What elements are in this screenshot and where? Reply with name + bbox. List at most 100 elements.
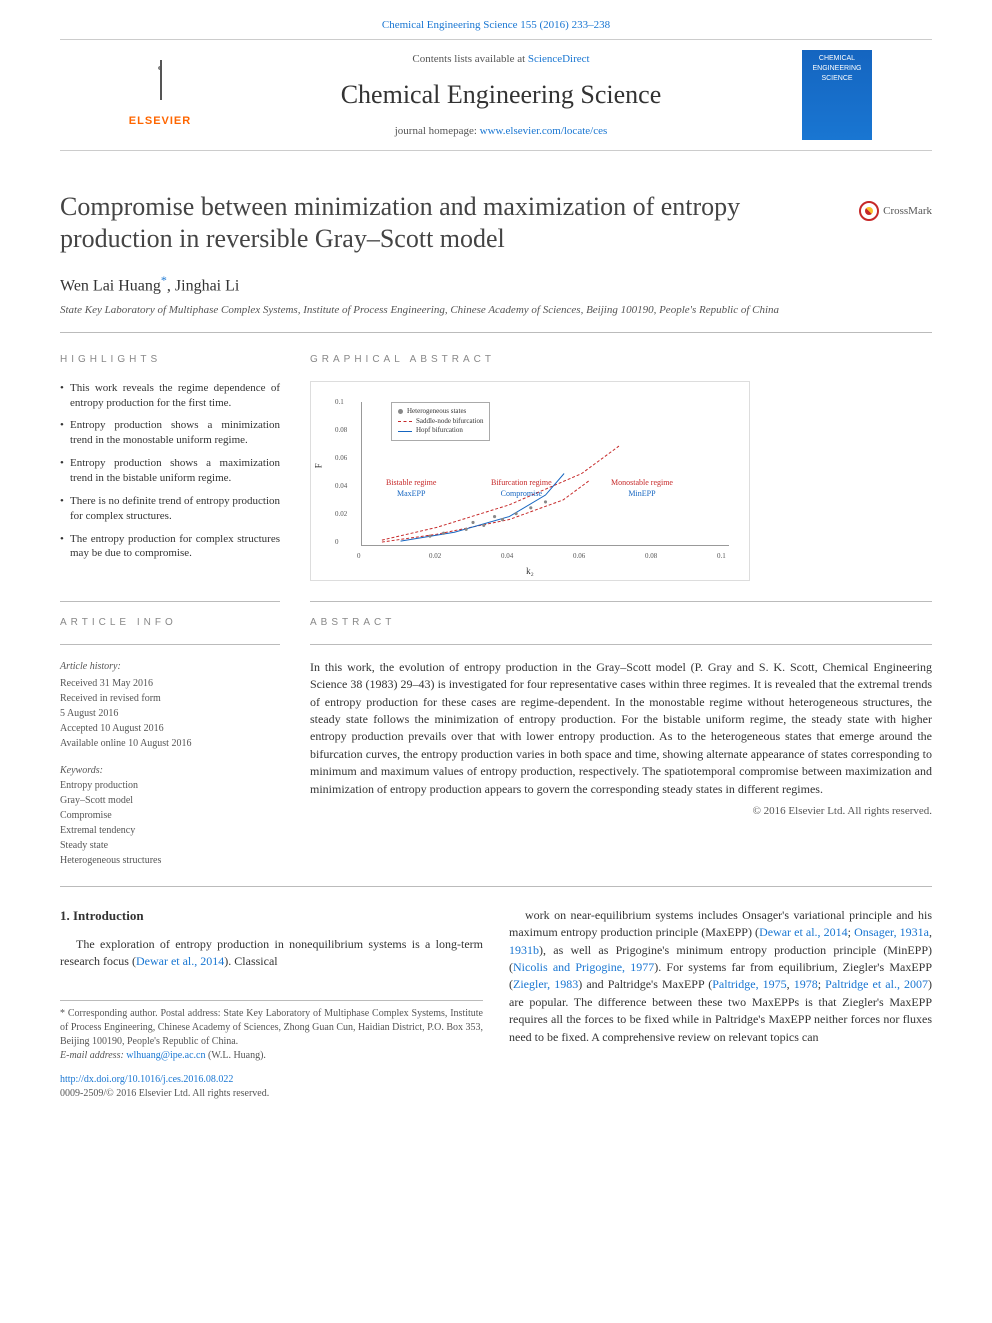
intro-text: ,	[929, 925, 932, 939]
keywords-block: Keywords: Entropy production Gray–Scott …	[60, 763, 280, 868]
abstract-text: In this work, the evolution of entropy p…	[310, 659, 932, 798]
divider	[60, 601, 280, 602]
sciencedirect-link[interactable]: ScienceDirect	[528, 53, 590, 65]
ref-link[interactable]: Nicolis and Prigogine, 1977	[513, 960, 654, 974]
email-link[interactable]: wlhuang@ipe.ac.cn	[126, 1050, 205, 1061]
highlight-item: The entropy production for complex struc…	[60, 532, 280, 562]
intro-text: ). Classical	[224, 954, 277, 968]
author-1: Wen Lai Huang	[60, 277, 161, 294]
history-line: Received 31 May 2016	[60, 676, 280, 691]
intro-p1: The exploration of entropy production in…	[60, 936, 483, 971]
region-name: Bifurcation regime	[491, 477, 552, 488]
abstract-label: ABSTRACT	[310, 616, 932, 630]
journal-cover-thumb: CHEMICAL ENGINEERING SCIENCE	[802, 50, 872, 140]
ref-link[interactable]: Dewar et al., 2014	[136, 954, 224, 968]
graphical-abstract-block: GRAPHICAL ABSTRACT F k₂ Heter	[310, 353, 932, 581]
highlights-graphical-row: HIGHLIGHTS This work reveals the regime …	[0, 333, 992, 581]
highlights-block: HIGHLIGHTS This work reveals the regime …	[60, 353, 280, 581]
legend-label: Saddle-node bifurcation	[416, 417, 483, 427]
highlight-item: This work reveals the regime dependence …	[60, 381, 280, 411]
legend-item: Saddle-node bifurcation	[398, 417, 483, 427]
crossmark-label: CrossMark	[883, 204, 932, 219]
chart-xlabel: k₂	[526, 565, 534, 578]
ytick: 0.06	[335, 454, 347, 464]
ref-link[interactable]: Onsager, 1931a	[854, 925, 929, 939]
xtick: 0.1	[717, 552, 726, 562]
homepage-line: journal homepage: www.elsevier.com/locat…	[200, 124, 802, 139]
contents-available: Contents lists available at ScienceDirec…	[200, 52, 802, 67]
keyword: Extremal tendency	[60, 823, 280, 838]
article-history: Article history: Received 31 May 2016 Re…	[60, 659, 280, 751]
authors: Wen Lai Huang*, Jinghai Li	[60, 272, 932, 298]
legend-label: Heterogeneous states	[407, 407, 466, 417]
email-footnote: E-mail address: wlhuang@ipe.ac.cn (W.L. …	[60, 1049, 483, 1063]
history-line: Available online 10 August 2016	[60, 736, 280, 751]
article-title: Compromise between minimization and maxi…	[60, 191, 840, 253]
crossmark-badge[interactable]: CrossMark	[859, 201, 932, 221]
xtick: 0.04	[501, 552, 513, 562]
keyword: Entropy production	[60, 778, 280, 793]
journal-name: Chemical Engineering Science	[200, 77, 802, 113]
chart-legend: Heterogeneous states Saddle-node bifurca…	[391, 402, 490, 441]
info-abstract-row: ARTICLE INFO Article history: Received 3…	[0, 581, 992, 868]
ref-link[interactable]: Ziegler, 1983	[513, 977, 578, 991]
xtick: 0	[357, 552, 361, 562]
homepage-link[interactable]: www.elsevier.com/locate/ces	[480, 125, 608, 137]
region-principle: MinEPP	[611, 488, 673, 499]
ref-link[interactable]: Paltridge et al., 2007	[825, 977, 928, 991]
region-name: Monostable regime	[611, 477, 673, 488]
divider	[60, 644, 280, 645]
ref-link[interactable]: 1978	[794, 977, 818, 991]
publisher-logo: ELSEVIER	[120, 50, 200, 140]
page-footer: http://dx.doi.org/10.1016/j.ces.2016.08.…	[0, 1063, 992, 1131]
xtick: 0.08	[645, 552, 657, 562]
contents-text: Contents lists available at	[412, 53, 527, 65]
keyword: Compromise	[60, 808, 280, 823]
intro-text: ,	[787, 977, 794, 991]
region-name: Bistable regime	[386, 477, 436, 488]
region-principle: MaxEPP	[386, 488, 436, 499]
keyword: Heterogeneous structures	[60, 853, 280, 868]
email-label: E-mail address:	[60, 1050, 126, 1061]
keyword: Gray–Scott model	[60, 793, 280, 808]
title-block: Compromise between minimization and maxi…	[0, 151, 992, 317]
homepage-label: journal homepage:	[395, 125, 480, 137]
journal-header: ELSEVIER Contents lists available at Sci…	[60, 39, 932, 151]
keywords-label: Keywords:	[60, 763, 280, 778]
email-person: (W.L. Huang).	[205, 1050, 265, 1061]
history-label: Article history:	[60, 659, 280, 674]
article-info-block: ARTICLE INFO Article history: Received 3…	[60, 601, 280, 868]
body-col-left: 1. Introduction The exploration of entro…	[60, 907, 483, 1064]
history-line: Accepted 10 August 2016	[60, 721, 280, 736]
highlight-item: Entropy production shows a minimization …	[60, 418, 280, 448]
chart-ylabel: F	[313, 463, 326, 468]
body-col-right: work on near-equilibrium systems include…	[509, 907, 932, 1064]
top-citation: Chemical Engineering Science 155 (2016) …	[0, 0, 992, 39]
section-heading: 1. Introduction	[60, 907, 483, 926]
elsevier-tree-icon	[130, 50, 190, 110]
crossmark-icon	[859, 201, 879, 221]
history-line: 5 August 2016	[60, 706, 280, 721]
ytick: 0	[335, 538, 339, 548]
legend-item: Heterogeneous states	[398, 407, 483, 417]
graphical-abstract-label: GRAPHICAL ABSTRACT	[310, 353, 932, 367]
legend-item: Hopf bifurcation	[398, 426, 483, 436]
article-info-label: ARTICLE INFO	[60, 616, 280, 630]
highlights-label: HIGHLIGHTS	[60, 353, 280, 367]
author-rest: , Jinghai Li	[167, 277, 239, 294]
footnote-block: * Corresponding author. Postal address: …	[60, 1000, 483, 1063]
ref-link[interactable]: Paltridge, 1975	[712, 977, 786, 991]
doi-link[interactable]: http://dx.doi.org/10.1016/j.ces.2016.08.…	[60, 1074, 233, 1085]
ref-link[interactable]: Dewar et al., 2014	[759, 925, 848, 939]
divider	[310, 644, 932, 645]
region-bifurcation: Bifurcation regime Compromise	[491, 477, 552, 499]
ytick: 0.08	[335, 426, 347, 436]
abstract-block: ABSTRACT In this work, the evolution of …	[310, 601, 932, 868]
region-principle: Compromise	[491, 488, 552, 499]
highlights-list: This work reveals the regime dependence …	[60, 381, 280, 561]
ref-link[interactable]: 1931b	[509, 943, 539, 957]
abstract-copyright: © 2016 Elsevier Ltd. All rights reserved…	[310, 804, 932, 819]
highlight-item: Entropy production shows a maximization …	[60, 456, 280, 486]
citation-link[interactable]: Chemical Engineering Science 155 (2016) …	[382, 19, 610, 31]
body-columns: 1. Introduction The exploration of entro…	[0, 887, 992, 1064]
